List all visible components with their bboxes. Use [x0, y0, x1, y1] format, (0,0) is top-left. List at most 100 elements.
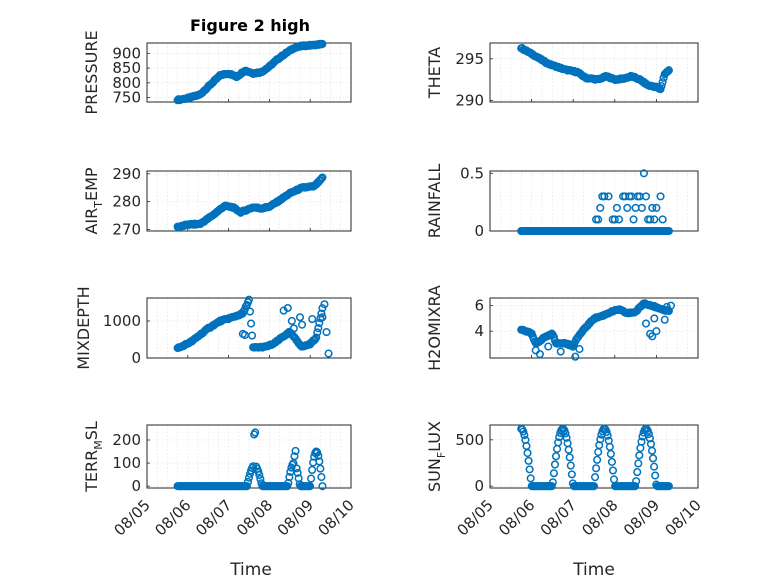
data-point — [635, 451, 644, 460]
data-point — [589, 482, 599, 491]
data-point — [581, 226, 590, 236]
data-point — [614, 215, 624, 224]
data-point — [313, 448, 322, 457]
data-point — [245, 307, 255, 316]
data-point — [600, 192, 609, 201]
data-point — [240, 330, 249, 340]
panel-mixdepth: 0 1000 MIXDEPTH — [74, 286, 352, 370]
data-point — [648, 332, 657, 341]
data-point — [590, 473, 600, 482]
y-tick-label: 100 — [112, 454, 141, 472]
data-point — [308, 315, 317, 324]
data-point — [519, 427, 528, 436]
data-point — [647, 446, 657, 455]
data-point — [317, 174, 326, 183]
data-point — [244, 473, 254, 482]
data-point — [318, 39, 327, 49]
y-axis-label: PRESSURE — [82, 30, 101, 114]
data-point — [657, 82, 666, 91]
y-axis-label: TERRMSL — [82, 421, 105, 493]
data-point — [297, 320, 307, 329]
data-point — [603, 431, 612, 440]
data-point — [314, 451, 323, 460]
data-point — [526, 474, 535, 483]
x-axis-label-left: Time — [229, 560, 272, 580]
data-point — [520, 431, 529, 440]
data-point — [569, 226, 578, 236]
y-tick-label: 1000 — [103, 312, 141, 330]
panel-rainfall: 0 0.5 RAINFALL — [425, 164, 699, 240]
figure-title: Figure 2 high — [190, 16, 310, 35]
y-tick-label: 800 — [112, 74, 141, 92]
data-point — [612, 203, 621, 212]
y-tick-label: 290 — [455, 91, 484, 109]
data-point — [318, 482, 327, 491]
data-point — [658, 215, 667, 224]
data-point — [649, 454, 658, 463]
y-tick-label: 0 — [131, 477, 141, 495]
y-tick-label: 0 — [474, 477, 484, 495]
panel-sun_flux: 0 500 SUNFLUX 08/0508/0608/0708/0808/0908/1… — [425, 421, 705, 539]
data-point — [594, 215, 603, 224]
data-point — [646, 215, 655, 224]
data-point — [548, 478, 557, 487]
data-point — [629, 215, 638, 224]
data-point — [286, 467, 295, 476]
data-point — [305, 482, 315, 491]
axes-box — [489, 424, 699, 489]
data-point — [251, 428, 260, 437]
x-tick-label: 08/09 — [620, 496, 663, 539]
data-point — [658, 78, 667, 87]
data-point — [551, 452, 561, 461]
data-point — [315, 457, 324, 466]
x-tick-label: 08/06 — [151, 496, 194, 539]
data-point — [650, 462, 659, 471]
data-point — [535, 350, 544, 359]
data-point — [255, 470, 264, 480]
x-tick-label: 08/09 — [274, 496, 317, 539]
data-point — [256, 474, 265, 484]
data-point — [318, 304, 327, 313]
data-point — [544, 342, 553, 351]
data-point — [610, 215, 619, 224]
data-point — [564, 341, 574, 350]
y-tick-label: 4 — [474, 322, 484, 340]
data-point — [314, 324, 323, 333]
data-point — [571, 352, 580, 361]
data-point — [312, 333, 321, 342]
y-axis-label: RAINFALL — [425, 164, 444, 239]
data-point — [320, 300, 329, 309]
data-point — [562, 433, 571, 442]
data-point — [289, 324, 298, 333]
x-tick-label: 08/05 — [454, 496, 497, 539]
x-tick-label: 08/10 — [662, 496, 705, 539]
data-point — [652, 203, 661, 212]
data-point — [567, 470, 576, 479]
axes-box — [489, 170, 699, 232]
data-point — [648, 203, 657, 212]
data-point — [596, 435, 605, 444]
data-point — [639, 169, 648, 178]
data-point — [317, 309, 326, 318]
panel-terr_msl: 0 100 200 TERRMSL 08/0508/0608/0708/0808/090… — [82, 421, 358, 539]
data-point — [664, 226, 673, 236]
data-point — [662, 302, 671, 311]
y-axis-label: MIXDEPTH — [74, 286, 93, 369]
y-axis-label: H2OMIXRA — [425, 285, 444, 371]
data-point — [318, 313, 327, 322]
data-point — [604, 192, 613, 201]
data-point — [555, 433, 564, 442]
y-axis-label: AIRTEMP — [82, 167, 105, 234]
data-point — [316, 464, 325, 473]
data-point — [602, 427, 611, 437]
data-point — [633, 468, 642, 477]
data-point — [623, 203, 632, 212]
data-point — [659, 73, 668, 82]
x-tick-label: 08/07 — [192, 496, 235, 539]
data-point — [564, 445, 573, 454]
data-point — [241, 302, 250, 311]
data-point — [523, 448, 532, 458]
data-point — [607, 457, 616, 466]
data-point — [632, 477, 641, 486]
data-point — [596, 203, 605, 212]
